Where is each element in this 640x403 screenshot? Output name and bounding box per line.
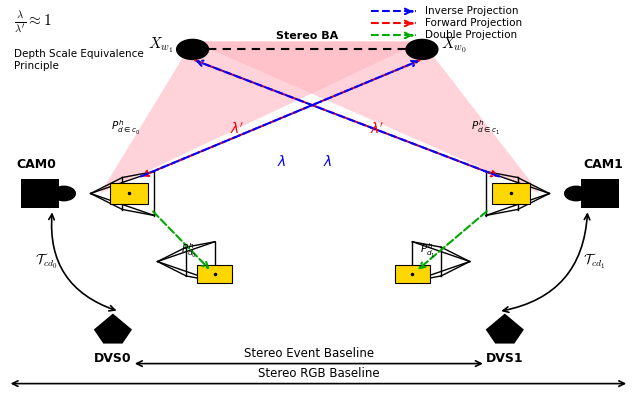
Text: $P^h_{d_1}$: $P^h_{d_1}$ [420,241,436,260]
Text: Stereo Event Baseline: Stereo Event Baseline [244,347,374,360]
Text: $\lambda'$: $\lambda'$ [230,122,244,137]
Circle shape [177,39,209,59]
Text: CAM1: CAM1 [584,158,623,172]
Polygon shape [193,42,540,193]
Text: Stereo RGB Baseline: Stereo RGB Baseline [257,368,380,380]
Text: DVS1: DVS1 [486,351,524,365]
Polygon shape [197,264,232,283]
Text: DVS0: DVS0 [94,351,132,365]
Text: $\mathcal{T}_{cd_0}$: $\mathcal{T}_{cd_0}$ [35,252,57,271]
Text: Depth Scale Equivalence
Principle: Depth Scale Equivalence Principle [14,50,144,71]
Text: Forward Projection: Forward Projection [425,19,522,28]
Polygon shape [109,183,148,204]
Text: $\lambda$: $\lambda$ [323,154,333,169]
Polygon shape [395,264,430,283]
Text: $X_{w_1}$: $X_{w_1}$ [148,36,173,55]
Polygon shape [94,314,132,344]
Circle shape [406,39,438,59]
Text: $\mathcal{T}_{cd_1}$: $\mathcal{T}_{cd_1}$ [583,252,605,271]
Text: $\lambda$: $\lambda$ [277,154,287,169]
Polygon shape [486,314,524,344]
Text: Inverse Projection: Inverse Projection [425,6,518,17]
Text: $X_{w_0}$: $X_{w_0}$ [441,36,467,55]
Polygon shape [100,42,422,193]
Text: Double Projection: Double Projection [425,30,517,40]
Polygon shape [581,179,620,208]
Polygon shape [492,183,531,204]
Text: $\frac{\lambda}{\lambda'} \approx 1$: $\frac{\lambda}{\lambda'} \approx 1$ [14,9,52,35]
Polygon shape [20,179,59,208]
Text: $P^h_{d\in c_0}$: $P^h_{d\in c_0}$ [111,119,140,137]
Text: CAM0: CAM0 [17,158,56,172]
Text: $P^h_{d\in c_1}$: $P^h_{d\in c_1}$ [471,119,500,137]
Text: $\lambda'$: $\lambda'$ [370,122,385,137]
Circle shape [564,186,588,201]
Text: Stereo BA: Stereo BA [276,31,339,42]
Circle shape [52,186,76,201]
Text: $P^h_{d_0}$: $P^h_{d_0}$ [182,241,197,260]
